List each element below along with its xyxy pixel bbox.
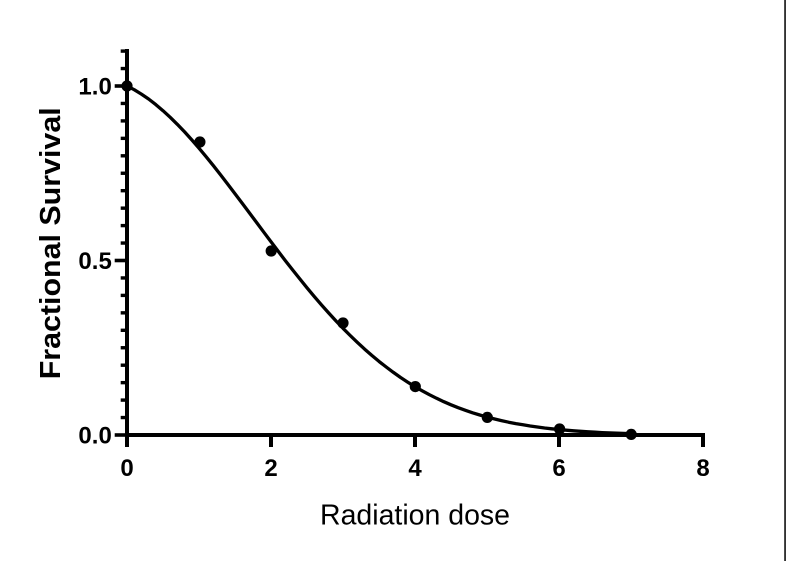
svg-text:1.0: 1.0 (78, 73, 111, 100)
svg-text:Radiation dose: Radiation dose (320, 499, 510, 531)
svg-text:2: 2 (264, 455, 277, 482)
svg-text:Fractional Survival: Fractional Survival (35, 107, 67, 379)
svg-text:8: 8 (696, 455, 709, 482)
svg-text:4: 4 (408, 455, 422, 482)
svg-text:0: 0 (120, 455, 133, 482)
svg-text:0.0: 0.0 (78, 422, 111, 449)
svg-text:6: 6 (552, 455, 565, 482)
svg-text:0.5: 0.5 (78, 248, 111, 275)
